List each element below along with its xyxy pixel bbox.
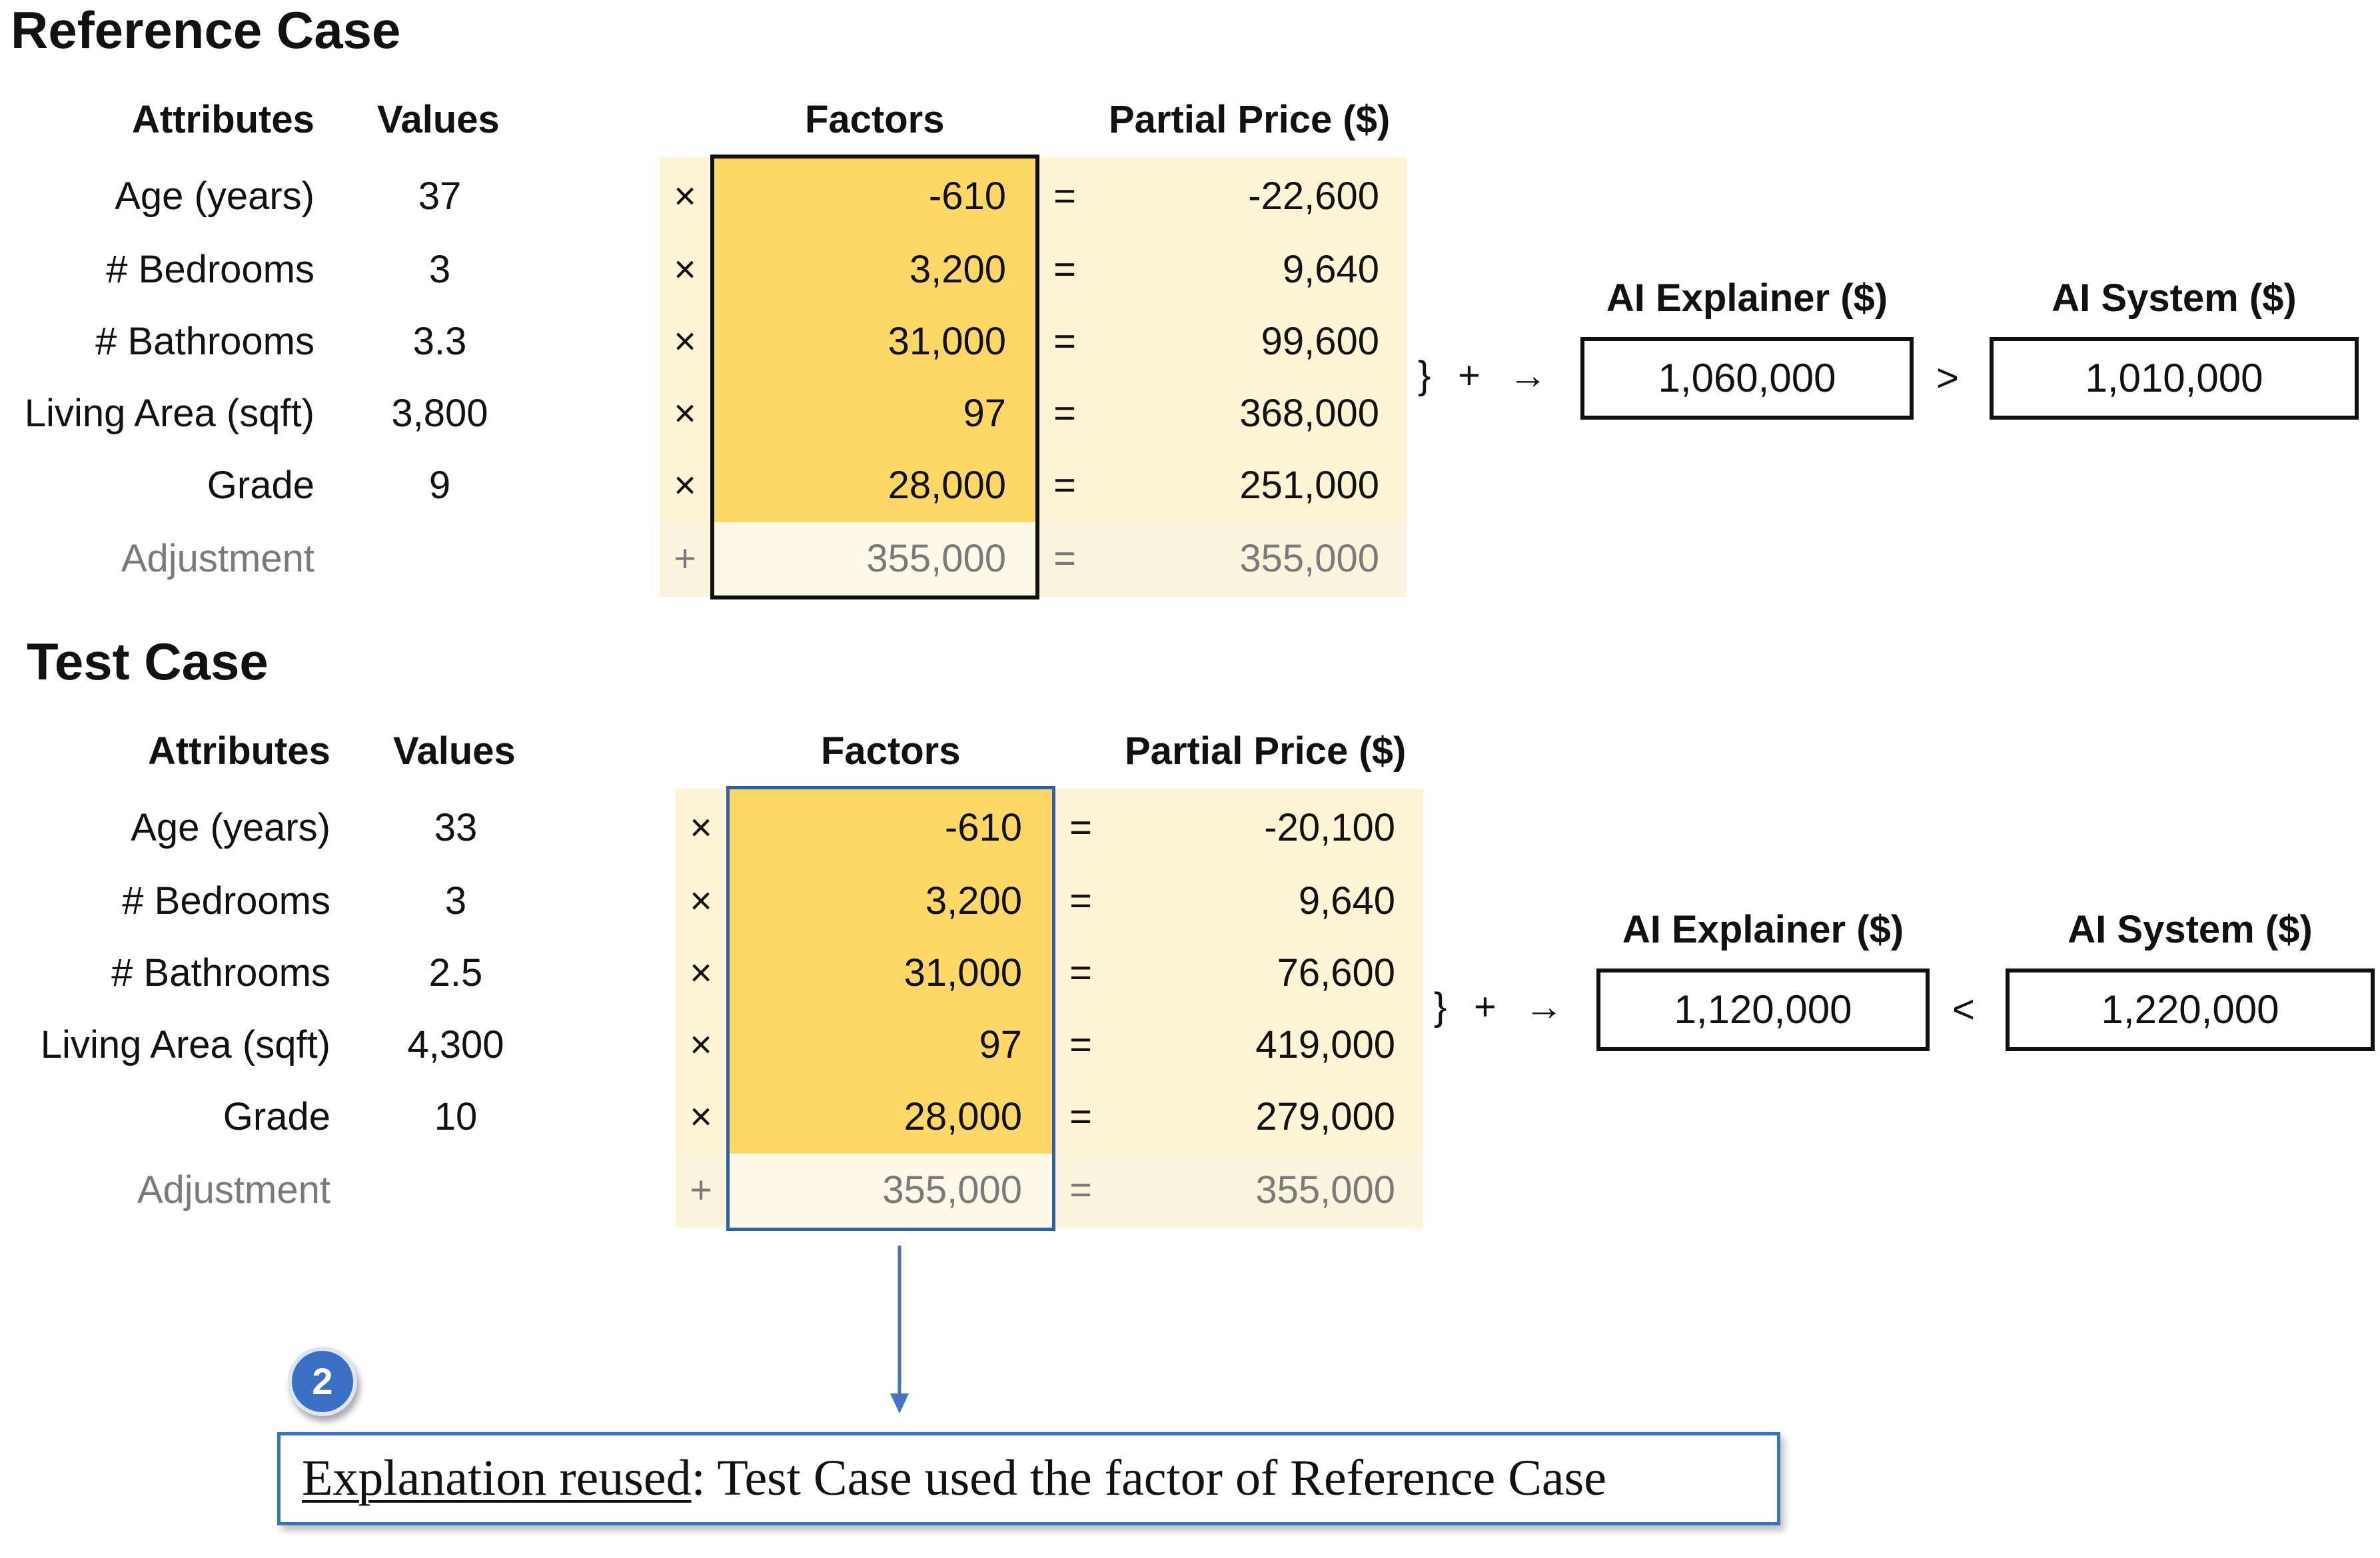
partial-price-value: -22,600 [1093,173,1379,220]
ai-system-label: AI System ($) [2006,907,2375,952]
equals-symbol: = [1043,390,1086,437]
attribute-value: 3 [360,246,520,293]
attribute-value: 37 [360,173,520,220]
partial-price-value: 368,000 [1093,390,1379,437]
equals-symbol: = [1059,805,1102,851]
adjustment-partial-price: 355,000 [1093,536,1379,582]
header-attributes: Attributes [132,97,314,142]
attribute-value: 3 [376,878,536,925]
times-symbol: × [678,878,724,925]
attribute-label: # Bathrooms [16,950,330,996]
note-label: Explanation reused [302,1450,692,1506]
ai-explainer-value: 1,120,000 [1596,969,1930,1051]
adjustment-label: Adjustment [0,536,314,582]
partial-price-value: 99,600 [1093,318,1379,365]
times-symbol: × [678,805,724,851]
attribute-value: 3,800 [360,390,520,437]
equals-symbol: = [1043,536,1086,582]
partial-price-value: 419,000 [1109,1022,1395,1068]
ai-explainer-label: AI Explainer ($) [1580,276,1914,320]
sum-plus: + [1458,353,1481,398]
partial-price-value: 279,000 [1109,1094,1395,1140]
times-symbol: × [662,462,708,509]
comparison-symbol: > [1936,356,1959,400]
attribute-label: Living Area (sqft) [16,1022,330,1068]
header-partial-price: Partial Price ($) [1125,729,1406,773]
comparison-symbol: < [1952,987,1975,1032]
factors-frame [710,155,1039,599]
partial-price-value: 251,000 [1093,462,1379,509]
header-values: Values [377,97,500,142]
header-partial-price: Partial Price ($) [1109,97,1390,142]
attribute-label: Age (years) [16,805,330,851]
equals-symbol: = [1059,950,1102,996]
factors-frame [726,786,1055,1231]
attribute-value: 3.3 [360,318,520,365]
sum-brace: } [1418,353,1431,398]
partial-price-value: 76,600 [1109,950,1395,996]
times-symbol: × [678,950,724,996]
times-symbol: × [678,1094,724,1140]
test-case-title: Test Case [27,631,269,692]
times-symbol: × [662,318,708,365]
ai-explainer-value: 1,060,000 [1580,337,1914,420]
step-number-badge: 2 [288,1347,357,1416]
attribute-value: 4,300 [376,1022,536,1068]
sum-plus: + [1474,984,1496,1029]
adjustment-partial-price: 355,000 [1109,1167,1395,1214]
ai-system-value: 1,220,000 [2006,969,2375,1051]
adjustment-label: Adjustment [16,1167,330,1214]
equals-symbol: = [1059,1167,1102,1214]
plus-symbol: + [678,1167,724,1214]
header-factors: Factors [805,97,945,142]
attribute-label: # Bedrooms [0,246,314,293]
reference-case-title: Reference Case [11,0,400,61]
attribute-label: # Bathrooms [0,318,314,365]
partial-price-value: -20,100 [1109,805,1395,851]
ai-explainer-label: AI Explainer ($) [1596,907,1930,952]
attribute-value: 2.5 [376,950,536,996]
partial-price-value: 9,640 [1093,246,1379,293]
equals-symbol: = [1043,318,1086,365]
header-factors: Factors [821,729,961,773]
equals-symbol: = [1043,462,1086,509]
down-arrow-icon [880,1246,919,1419]
attribute-label: Living Area (sqft) [0,390,314,437]
header-attributes: Attributes [148,729,330,773]
equals-symbol: = [1059,1022,1102,1068]
explanation-note: Explanation reused: Test Case used the f… [277,1432,1780,1525]
note-text: : Test Case used the factor of Reference… [692,1450,1606,1506]
ai-system-value: 1,010,000 [1990,337,2359,420]
attribute-label: # Bedrooms [16,878,330,925]
times-symbol: × [662,390,708,437]
sum-brace: } [1434,984,1447,1029]
attribute-label: Grade [0,462,314,509]
partial-price-value: 9,640 [1109,878,1395,925]
right-arrow-icon: → [1524,984,1563,1029]
times-symbol: × [678,1022,724,1068]
equals-symbol: = [1043,173,1086,220]
times-symbol: × [662,246,708,293]
attribute-label: Grade [16,1094,330,1140]
attribute-value: 9 [360,462,520,509]
times-symbol: × [662,173,708,220]
header-values: Values [393,729,516,773]
plus-symbol: + [662,536,708,582]
equals-symbol: = [1059,878,1102,925]
attribute-value: 10 [376,1094,536,1140]
right-arrow-icon: → [1508,353,1547,398]
attribute-value: 33 [376,805,536,851]
attribute-label: Age (years) [0,173,314,220]
equals-symbol: = [1043,246,1086,293]
equals-symbol: = [1059,1094,1102,1140]
ai-system-label: AI System ($) [1990,276,2359,320]
